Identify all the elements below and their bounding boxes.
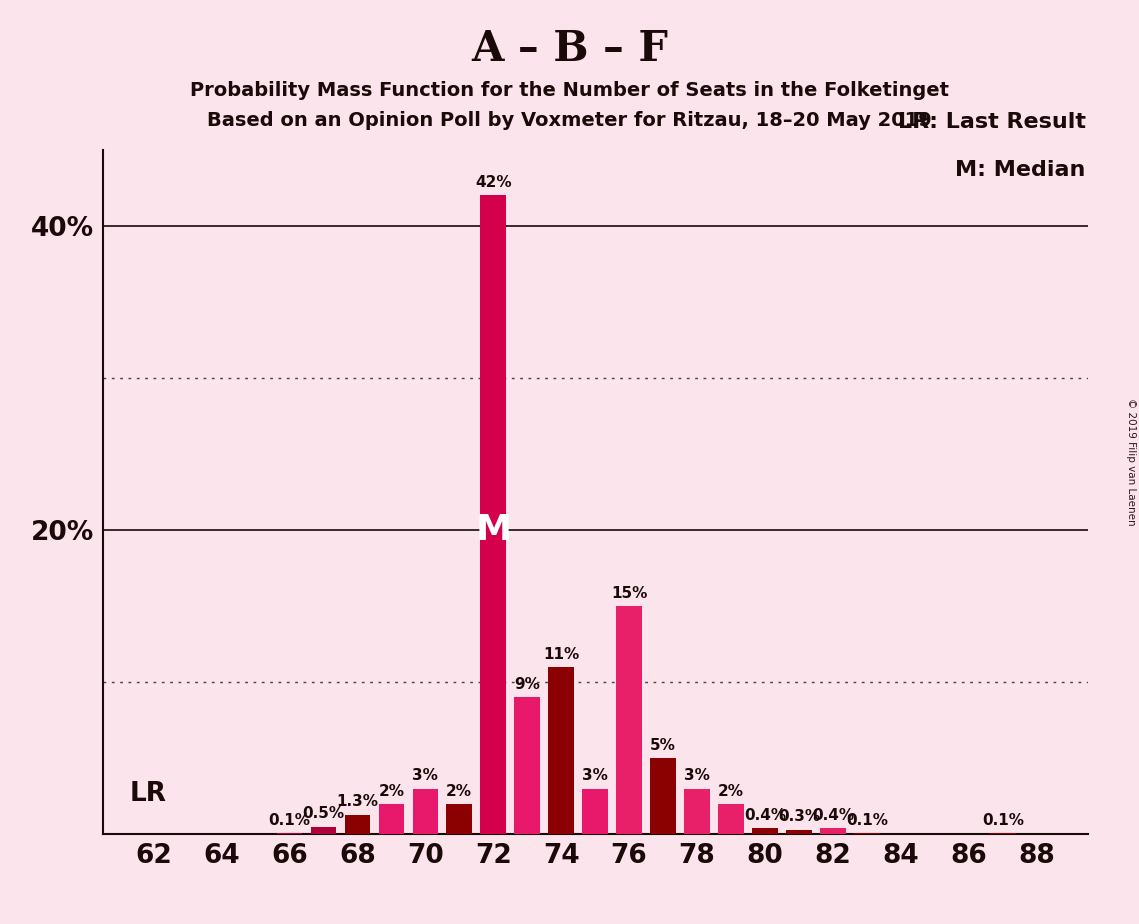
Text: 2%: 2% (378, 784, 404, 798)
Text: 11%: 11% (543, 647, 580, 662)
Text: Based on an Opinion Poll by Voxmeter for Ritzau, 18–20 May 2019: Based on an Opinion Poll by Voxmeter for… (207, 111, 932, 130)
Bar (481, 195, 506, 834)
Text: LR: Last Result: LR: Last Result (898, 112, 1085, 132)
Text: 15%: 15% (611, 586, 647, 601)
Text: 0.3%: 0.3% (778, 809, 820, 824)
Bar (345, 815, 370, 834)
Text: M: Median: M: Median (956, 160, 1085, 180)
Bar (752, 828, 778, 834)
Bar (277, 833, 302, 834)
Text: LR: LR (130, 781, 166, 807)
Bar (515, 698, 540, 834)
Text: 2%: 2% (446, 784, 473, 798)
Bar (311, 827, 336, 834)
Text: 5%: 5% (650, 738, 677, 753)
Text: 0.4%: 0.4% (812, 808, 854, 823)
Text: 0.4%: 0.4% (744, 808, 786, 823)
Text: 0.1%: 0.1% (846, 812, 888, 828)
Bar (378, 804, 404, 834)
Bar (412, 789, 439, 834)
Text: M: M (475, 513, 511, 547)
Text: 9%: 9% (514, 677, 540, 692)
Text: 2%: 2% (718, 784, 744, 798)
Bar (548, 667, 574, 834)
Bar (719, 804, 744, 834)
Text: 0.1%: 0.1% (982, 812, 1024, 828)
Text: A – B – F: A – B – F (472, 28, 667, 69)
Text: 1.3%: 1.3% (336, 795, 378, 809)
Text: 3%: 3% (685, 769, 710, 784)
Text: 42%: 42% (475, 175, 511, 190)
Text: 3%: 3% (582, 769, 608, 784)
Bar (990, 833, 1016, 834)
Bar (582, 789, 608, 834)
Bar (820, 828, 845, 834)
Text: Probability Mass Function for the Number of Seats in the Folketinget: Probability Mass Function for the Number… (190, 81, 949, 101)
Bar (786, 830, 812, 834)
Text: © 2019 Filip van Laenen: © 2019 Filip van Laenen (1126, 398, 1136, 526)
Bar (446, 804, 472, 834)
Bar (854, 833, 879, 834)
Bar (650, 759, 675, 834)
Text: 3%: 3% (412, 769, 439, 784)
Text: 0.5%: 0.5% (302, 807, 344, 821)
Bar (616, 606, 642, 834)
Bar (685, 789, 710, 834)
Text: 0.1%: 0.1% (269, 812, 310, 828)
